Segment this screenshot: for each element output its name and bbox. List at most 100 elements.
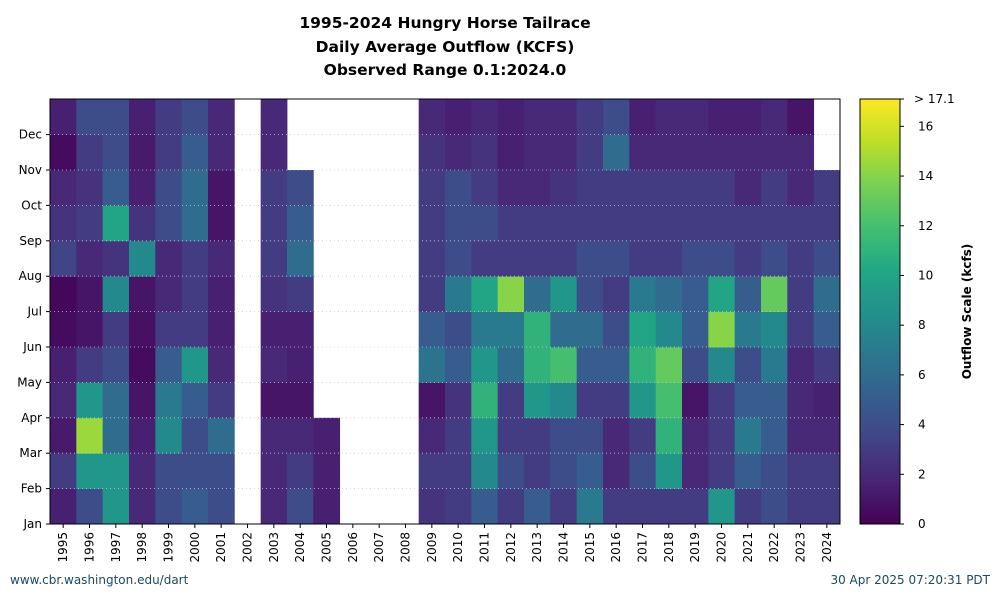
heatmap-cell bbox=[708, 170, 736, 206]
colorbar-max-label: > 17.1 bbox=[914, 92, 955, 106]
heatmap-cell bbox=[129, 170, 156, 206]
heatmap-cell bbox=[761, 276, 788, 312]
heatmap-cell bbox=[76, 417, 104, 454]
heatmap-cell bbox=[418, 453, 446, 489]
heatmap-cell bbox=[181, 276, 209, 312]
heatmap-cell bbox=[708, 311, 736, 348]
heatmap-cell bbox=[524, 311, 551, 348]
heatmap-cell bbox=[576, 453, 604, 489]
y-tick-label: Dec bbox=[19, 128, 42, 142]
heatmap-cell bbox=[129, 347, 156, 383]
heatmap-cell bbox=[445, 347, 472, 383]
heatmap-cell bbox=[708, 382, 736, 419]
heatmap-cell bbox=[576, 417, 604, 454]
heatmap-cell bbox=[418, 417, 446, 454]
x-tick-label: 2000 bbox=[188, 532, 202, 563]
heatmap-cell bbox=[550, 99, 578, 135]
heatmap-cell bbox=[155, 240, 183, 277]
heatmap-cell bbox=[524, 134, 551, 171]
heatmap-cell bbox=[76, 99, 104, 135]
heatmap-cell bbox=[471, 170, 499, 206]
x-tick-label: 2017 bbox=[636, 532, 650, 563]
heatmap-cell bbox=[524, 488, 551, 525]
heatmap-cell bbox=[550, 240, 578, 277]
x-tick-label: 2021 bbox=[741, 532, 755, 563]
title-line-3: Observed Range 0.1:2024.0 bbox=[323, 61, 567, 79]
heatmap-cell bbox=[708, 205, 736, 242]
heatmap-cell bbox=[787, 205, 815, 242]
heatmap-cell bbox=[418, 134, 446, 171]
heatmap-cell bbox=[129, 311, 156, 348]
heatmap-cell bbox=[76, 488, 104, 525]
heatmap-cell bbox=[734, 170, 762, 206]
heatmap-cell bbox=[655, 311, 683, 348]
heatmap-cell bbox=[655, 488, 683, 525]
heatmap-cell bbox=[471, 311, 499, 348]
heatmap-cell bbox=[181, 453, 209, 489]
heatmap-cell bbox=[418, 382, 446, 419]
heatmap-cell bbox=[576, 99, 604, 135]
heatmap-cell bbox=[418, 240, 446, 277]
heatmap-cell bbox=[76, 276, 104, 312]
heatmap-cell bbox=[50, 205, 77, 242]
heatmap-cell bbox=[155, 382, 183, 419]
heatmap-cell bbox=[603, 453, 630, 489]
heatmap-cell bbox=[787, 488, 815, 525]
heatmap-cell bbox=[576, 382, 604, 419]
heatmap-cell bbox=[682, 170, 709, 206]
heatmap-cell bbox=[524, 453, 551, 489]
heatmap-cell bbox=[155, 276, 183, 312]
heatmap-cell bbox=[603, 276, 630, 312]
x-tick-label: 2001 bbox=[214, 532, 228, 563]
heatmap-cell bbox=[287, 488, 314, 525]
x-tick-label: 2010 bbox=[451, 532, 465, 563]
heatmap-cell bbox=[629, 382, 657, 419]
heatmap-cell bbox=[813, 488, 841, 525]
heatmap-cell bbox=[682, 134, 709, 171]
title-line-2: Daily Average Outflow (KCFS) bbox=[315, 37, 575, 56]
heatmap-cell bbox=[76, 311, 104, 348]
heatmap-cell bbox=[603, 347, 630, 383]
heatmap-cell bbox=[102, 134, 130, 171]
heatmap-cell bbox=[734, 417, 762, 454]
heatmap-cell bbox=[155, 488, 183, 525]
heatmap-cell bbox=[445, 170, 472, 206]
x-tick-label: 2020 bbox=[715, 532, 729, 563]
heatmap-cell bbox=[682, 205, 709, 242]
heatmap-cell bbox=[629, 170, 657, 206]
heatmap-cell bbox=[603, 382, 630, 419]
heatmap-cell bbox=[471, 240, 499, 277]
footer-source-link[interactable]: www.cbr.washington.edu/dart bbox=[10, 573, 189, 587]
heatmap-cell bbox=[313, 488, 341, 525]
plot-area bbox=[50, 99, 841, 525]
heatmap-cell bbox=[761, 453, 788, 489]
heatmap-cell bbox=[129, 99, 156, 135]
heatmap-cell bbox=[761, 347, 788, 383]
heatmap-cell bbox=[129, 453, 156, 489]
heatmap-cell bbox=[445, 134, 472, 171]
heatmap-cell bbox=[76, 134, 104, 171]
colorbar-gradient bbox=[859, 98, 901, 525]
y-tick-label: Oct bbox=[21, 198, 42, 212]
heatmap-cell bbox=[813, 276, 841, 312]
x-tick-label: 2007 bbox=[372, 532, 386, 563]
colorbar-tick-label: 16 bbox=[918, 119, 933, 133]
heatmap-cell bbox=[787, 240, 815, 277]
heatmap-cell bbox=[181, 134, 209, 171]
heatmap-cell bbox=[208, 170, 235, 206]
heatmap-cell bbox=[445, 488, 472, 525]
heatmap-cell bbox=[761, 417, 788, 454]
colorbar-tick-label: 8 bbox=[918, 318, 926, 332]
heatmap-cell bbox=[629, 488, 657, 525]
x-tick-label: 2008 bbox=[399, 532, 413, 563]
x-tick-label: 2018 bbox=[662, 532, 676, 563]
heatmap-cell bbox=[181, 99, 209, 135]
heatmap-cell bbox=[497, 417, 525, 454]
heatmap-cell bbox=[497, 205, 525, 242]
heatmap-cell bbox=[102, 205, 130, 242]
heatmap-cell bbox=[102, 417, 130, 454]
heatmap-cell bbox=[260, 453, 288, 489]
heatmap-cell bbox=[497, 382, 525, 419]
heatmap-cell bbox=[287, 347, 314, 383]
heatmap-cell bbox=[603, 170, 630, 206]
